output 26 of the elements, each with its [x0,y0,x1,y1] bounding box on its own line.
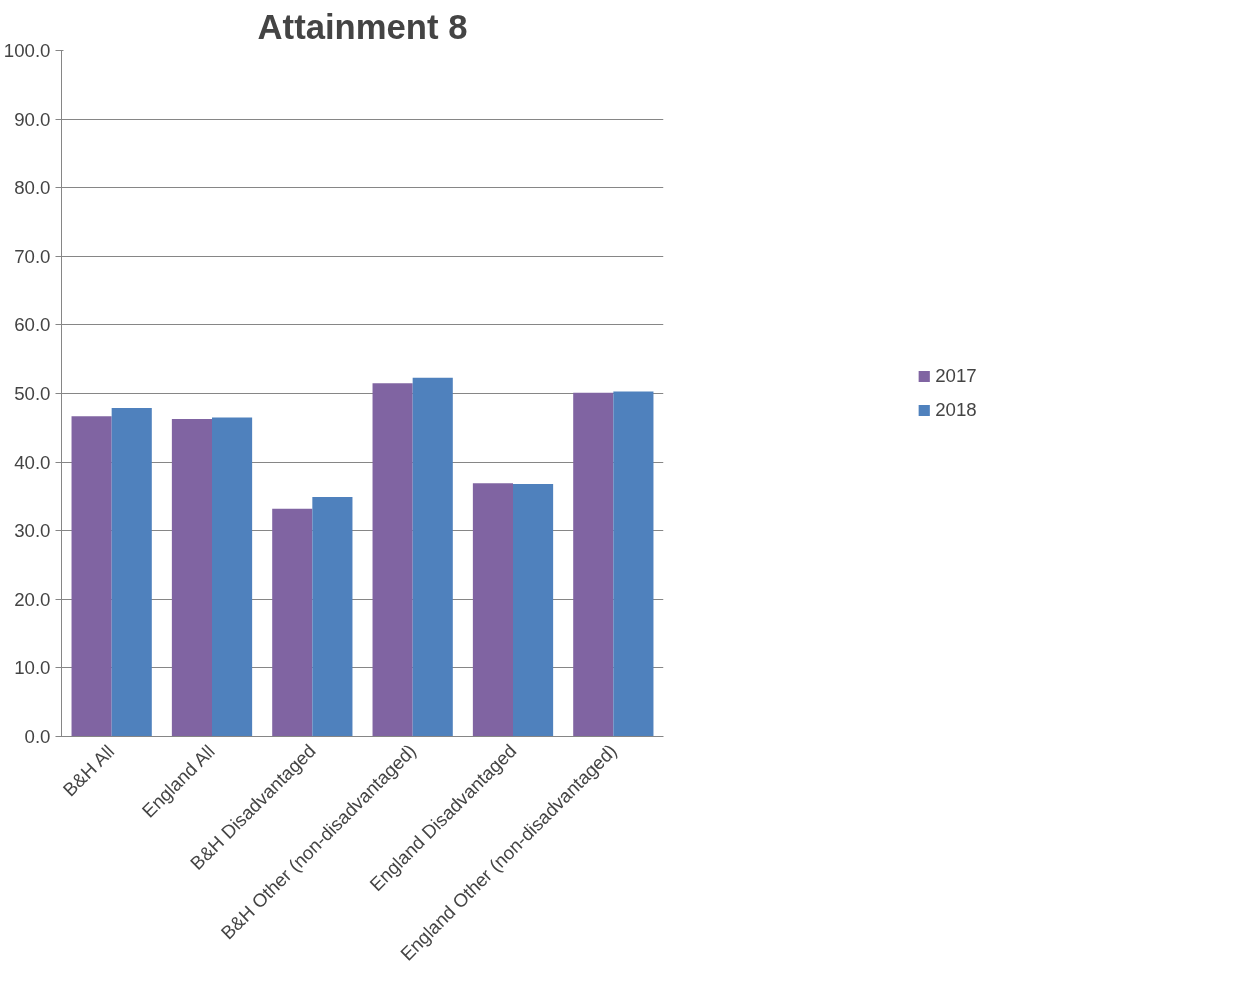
chart-title: Attainment 8 [257,7,468,46]
bar [573,392,614,737]
y-tick-label: 60.0 [14,314,51,336]
y-tick-label: 10.0 [14,657,51,679]
y-tick-label: 80.0 [14,177,51,199]
bar [71,416,112,737]
bar [412,377,453,737]
legend-label: 2017 [935,365,977,387]
bar [372,383,413,737]
bar [613,391,654,737]
bar [513,484,554,737]
bar [472,483,513,737]
y-tick-label: 90.0 [14,108,51,130]
bar [171,418,212,737]
bar [272,508,313,737]
bar [111,407,152,737]
y-tick-label: 0.0 [24,726,51,747]
y-tick-label: 70.0 [14,245,51,267]
y-tick-label: 20.0 [14,588,51,610]
y-tick-label: 40.0 [14,451,51,473]
y-tick-label: 100.0 [3,40,51,61]
bar [212,417,253,737]
y-tick-label: 30.0 [14,520,51,542]
y-tick-label: 50.0 [14,383,51,404]
legend-label: 2018 [935,399,977,421]
bar [312,497,353,737]
